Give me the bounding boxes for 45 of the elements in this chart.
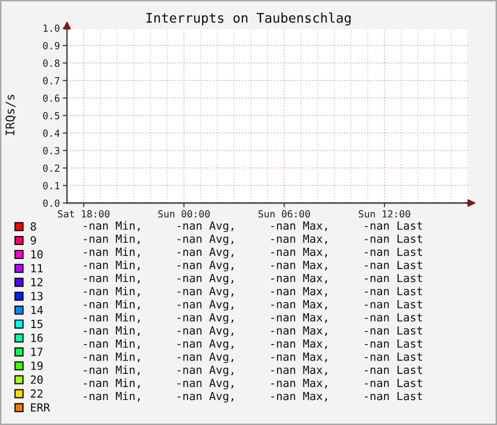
legend-label: 8 bbox=[30, 222, 36, 231]
y-axis-title: IRQs/s bbox=[6, 94, 16, 136]
y-tick-label: 0.1 bbox=[43, 182, 60, 190]
y-tick-label: 0.5 bbox=[43, 112, 60, 120]
legend-label: 17 bbox=[31, 348, 43, 356]
y-tick-label: 1.0 bbox=[44, 24, 60, 32]
legend-label: 12 bbox=[31, 278, 42, 286]
text: -nan Min, -nan Avg, -nan Max, -nan Last bbox=[84, 274, 422, 284]
legend-label: 13 bbox=[31, 292, 43, 300]
legend-label: 14 bbox=[31, 306, 43, 314]
y-tick-label: 0.7 bbox=[43, 77, 60, 84]
text: -nan Min, -nan Avg, -nan Max, -nan Last bbox=[84, 260, 422, 272]
text: -nan Min, -nan Avg, -nan Max, -nan Last bbox=[84, 234, 422, 246]
legend-label: 9 bbox=[30, 236, 36, 245]
legend-label: ERR bbox=[31, 403, 50, 412]
legend-label: 15 bbox=[31, 320, 42, 328]
text: -nan Min, -nan Avg, -nan Max, -nan Last bbox=[84, 312, 422, 324]
y-tick-label: 0.0 bbox=[43, 200, 60, 207]
text: -nan Min, -nan Avg, -nan Max, -nan Last bbox=[84, 352, 422, 364]
y-tick-label: 0.6 bbox=[43, 94, 60, 102]
y-tick-label: 0.2 bbox=[43, 164, 60, 172]
legend-label: 11 bbox=[31, 264, 43, 272]
y-tick-label: 0.4 bbox=[43, 130, 60, 137]
chart-title: Interrupts on Taubenschlag bbox=[146, 12, 351, 26]
legend-label: 16 bbox=[31, 334, 43, 342]
legend-label: 22 bbox=[30, 389, 42, 398]
x-tick-label: Sun 00:00 bbox=[158, 210, 210, 218]
text: -nan Min, -nan Avg, -nan Max, -nan Last bbox=[84, 300, 422, 311]
text: -nan Min, -nan Avg, -nan Max, -nan Last bbox=[84, 365, 422, 376]
text: -nan Min, -nan Avg, -nan Max, -nan Last bbox=[84, 247, 422, 258]
legend-label: 19 bbox=[31, 361, 43, 370]
legend-label: 20 bbox=[30, 375, 43, 384]
text: -nan Min, -nan Avg, -nan Max, -nan Last bbox=[84, 326, 422, 337]
text: -nan Min, -nan Avg, -nan Max, -nan Last bbox=[84, 221, 422, 232]
y-tick-label: 0.3 bbox=[43, 147, 60, 154]
text: -nan Min, -nan Avg, -nan Max, -nan Last bbox=[84, 392, 422, 402]
x-tick-label: Sat 18:00 bbox=[58, 210, 110, 218]
text: -nan Min, -nan Avg, -nan Max, -nan Last bbox=[84, 378, 422, 390]
legend-label: 10 bbox=[31, 250, 43, 259]
y-tick-label: 0.9 bbox=[43, 42, 60, 50]
text: -nan Min, -nan Avg, -nan Max, -nan Last bbox=[84, 339, 422, 350]
y-tick-label: 0.8 bbox=[43, 60, 60, 67]
text: -nan Min, -nan Avg, -nan Max, -nan Last bbox=[84, 286, 422, 298]
x-tick-label: Sun 12:00 bbox=[358, 210, 410, 218]
x-tick-label: Sun 06:00 bbox=[258, 210, 310, 218]
